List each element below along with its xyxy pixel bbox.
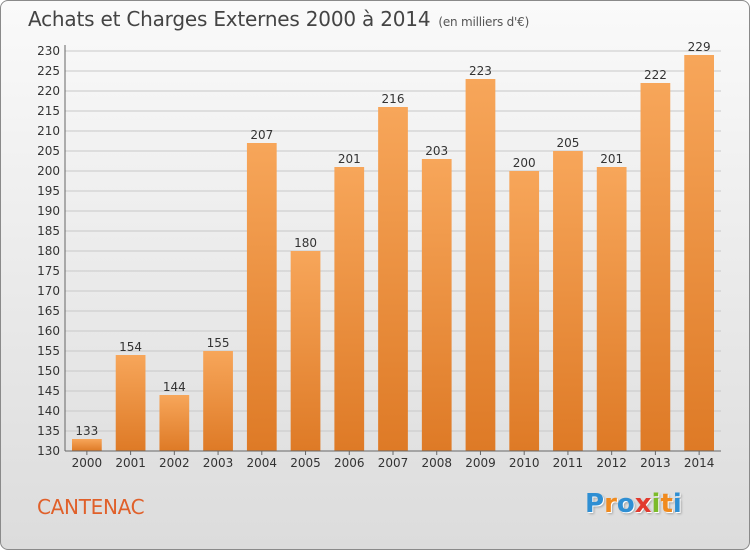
x-tick-label-2000: 2000: [72, 456, 103, 470]
place-name: CANTENAC: [37, 495, 145, 519]
y-tick-label: 215: [37, 104, 60, 118]
y-tick-label: 210: [37, 124, 60, 138]
y-tick-label: 225: [37, 64, 60, 78]
bar-2001: [115, 355, 146, 451]
logo-letter: t: [660, 489, 673, 519]
value-label-2005: 180: [294, 236, 317, 250]
x-tick-label-2004: 2004: [247, 456, 278, 470]
value-label-2014: 229: [688, 40, 711, 54]
value-label-2008: 203: [425, 144, 448, 158]
x-axis-labels: 2000 2001 2002 2003 2004 2005 2006 2007 2008 2009…: [72, 451, 715, 470]
y-tick-label: 175: [37, 264, 60, 278]
x-tick-label-2012: 2012: [596, 456, 627, 470]
logo-letter: o: [616, 489, 635, 519]
bar-2006: [334, 167, 365, 451]
value-label-2012: 201: [600, 152, 623, 166]
bar-2012: [596, 167, 627, 451]
x-tick-label-2010: 2010: [509, 456, 540, 470]
y-tick-label: 130: [37, 444, 60, 458]
x-tick-label-2002: 2002: [159, 456, 190, 470]
y-tick-label: 185: [37, 224, 60, 238]
y-tick-label: 220: [37, 84, 60, 98]
value-label-2009: 223: [469, 64, 492, 78]
value-label-2003: 155: [207, 336, 230, 350]
bar-2013: [640, 83, 671, 451]
y-tick-label: 165: [37, 304, 60, 318]
bar-2005: [290, 251, 321, 451]
y-tick-label: 230: [37, 44, 60, 58]
logo-letter: x: [634, 489, 652, 519]
logo-letter: P: [585, 489, 605, 519]
value-label-2000: 133: [75, 424, 98, 438]
chart-title-text: Achats et Charges Externes 2000 à 2014: [28, 7, 431, 31]
x-tick-label-2007: 2007: [378, 456, 409, 470]
x-tick-label-2011: 2011: [553, 456, 584, 470]
bars: 133 154 144 155 207 180 201 216 203 223 200 205 201 2…: [71, 40, 715, 451]
bar-2004: [246, 143, 277, 451]
value-label-2001: 154: [119, 340, 142, 354]
logo-letter: i: [651, 489, 661, 519]
value-label-2007: 216: [382, 92, 405, 106]
value-label-2010: 200: [513, 156, 536, 170]
bar-2002: [159, 395, 190, 451]
bar-2007: [378, 107, 408, 451]
proxiti-logo: Proxiti: [585, 489, 682, 519]
value-label-2011: 205: [556, 136, 579, 150]
y-tick-label: 150: [37, 364, 60, 378]
x-tick-label-2013: 2013: [640, 456, 671, 470]
x-tick-label-2009: 2009: [465, 456, 496, 470]
x-tick-label-2001: 2001: [115, 456, 146, 470]
logo-letter: i: [672, 489, 682, 519]
y-tick-label: 190: [37, 204, 60, 218]
bar-2011: [553, 151, 583, 451]
value-label-2013: 222: [644, 68, 667, 82]
y-tick-label: 155: [37, 344, 60, 358]
value-label-2002: 144: [163, 380, 186, 394]
bar-2010: [509, 171, 540, 451]
value-label-2004: 207: [250, 128, 273, 142]
y-tick-label: 160: [37, 324, 60, 338]
y-tick-label: 135: [37, 424, 60, 438]
x-tick-label-2008: 2008: [421, 456, 452, 470]
bar-2008: [421, 159, 452, 451]
y-tick-label: 200: [37, 164, 60, 178]
x-tick-label-2005: 2005: [290, 456, 321, 470]
chart-subtitle: (en milliers d'€): [438, 15, 530, 29]
bar-2014: [684, 55, 715, 451]
y-tick-label: 195: [37, 184, 60, 198]
bar-2003: [203, 351, 233, 451]
chart-title: Achats et Charges Externes 2000 à 2014 (e…: [28, 7, 529, 31]
y-tick-label: 180: [37, 244, 60, 258]
value-label-2006: 201: [338, 152, 361, 166]
bar-2000: [71, 439, 102, 451]
x-tick-label-2003: 2003: [203, 456, 234, 470]
logo-letter: r: [604, 489, 617, 519]
y-tick-label: 145: [37, 384, 60, 398]
y-tick-label: 170: [37, 284, 60, 298]
bar-2009: [465, 79, 496, 451]
x-tick-label-2006: 2006: [334, 456, 365, 470]
x-tick-label-2014: 2014: [684, 456, 715, 470]
y-axis-ticks: 130 135 140 145 150 155 160 165 170 175 180 185 190 1…: [37, 44, 60, 458]
y-tick-label: 205: [37, 144, 60, 158]
y-tick-label: 140: [37, 404, 60, 418]
